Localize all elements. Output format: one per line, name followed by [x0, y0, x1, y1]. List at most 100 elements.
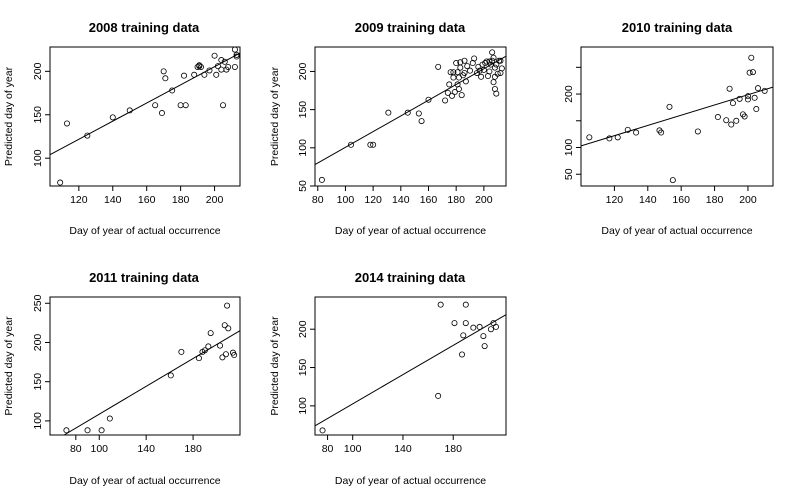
- data-point: [746, 69, 753, 76]
- data-point: [218, 57, 225, 64]
- chart-title: 2009 training data: [355, 20, 466, 35]
- x-tick-label: 120: [70, 194, 88, 206]
- data-point: [219, 354, 226, 361]
- data-point: [461, 69, 468, 76]
- data-point: [464, 63, 471, 70]
- data-point: [476, 323, 483, 330]
- y-axis-label: Predicted day of year: [3, 66, 15, 166]
- chart-title: 2014 training data: [355, 270, 466, 285]
- data-point: [744, 96, 751, 103]
- data-point: [444, 89, 451, 96]
- plot-frame: [580, 46, 774, 187]
- data-point: [435, 63, 442, 70]
- data-point: [449, 92, 456, 99]
- data-point: [318, 176, 325, 183]
- data-point: [213, 71, 220, 78]
- chart-panel: 2009 training data 80 100 120 140 160 180 200 50…: [269, 20, 507, 237]
- y-tick-label: 250: [32, 294, 44, 312]
- data-point: [319, 427, 326, 434]
- plot-frame: [49, 296, 241, 436]
- x-axis-label: Day of year of actual occurrence: [69, 475, 220, 487]
- x-tick-label: 160: [672, 194, 690, 206]
- data-point: [461, 57, 468, 64]
- chart-panel: 2010 training data 120 140 160 180 200 50 100 20…: [563, 20, 774, 237]
- x-tick-label: 140: [104, 194, 122, 206]
- data-point: [231, 46, 238, 53]
- x-axis-label: Day of year of actual occurrence: [335, 475, 486, 487]
- data-point: [451, 320, 458, 327]
- data-point: [493, 90, 500, 97]
- data-point: [435, 392, 442, 399]
- data-point: [666, 103, 673, 110]
- y-tick-label: 200: [297, 63, 309, 81]
- data-point: [233, 53, 240, 60]
- data-point: [480, 66, 487, 73]
- data-point: [694, 128, 701, 135]
- x-tick-label: 180: [444, 443, 462, 455]
- data-point: [418, 118, 425, 125]
- data-point: [404, 109, 411, 116]
- plot-frame: [49, 46, 241, 187]
- data-point: [480, 333, 487, 340]
- data-point: [486, 68, 493, 75]
- data-point: [454, 69, 461, 76]
- data-point: [220, 102, 227, 109]
- data-point: [109, 114, 116, 121]
- data-point: [462, 78, 469, 85]
- x-tick-label: 200: [206, 194, 224, 206]
- data-point: [481, 343, 488, 350]
- data-point: [126, 107, 133, 114]
- x-tick-label: 100: [337, 194, 355, 206]
- y-tick-label: 200: [32, 62, 44, 80]
- data-point: [367, 141, 374, 148]
- x-tick-label: 180: [184, 443, 202, 455]
- data-point: [741, 113, 748, 120]
- data-point: [231, 63, 238, 70]
- x-tick-label: 180: [706, 194, 724, 206]
- data-point: [714, 114, 721, 121]
- data-point: [207, 330, 214, 337]
- data-point: [347, 141, 354, 148]
- x-axis-label: Day of year of actual occurrence: [601, 225, 752, 237]
- x-tick-label: 80: [322, 443, 334, 455]
- data-point: [442, 97, 449, 104]
- chart-panel: 2011 training data 80 100 140 180 100 150 200 25…: [3, 270, 241, 487]
- data-point: [222, 351, 229, 358]
- data-point: [494, 70, 501, 77]
- data-point: [491, 64, 498, 71]
- y-tick-label: 150: [32, 106, 44, 124]
- regression-line: [315, 55, 506, 166]
- data-point: [162, 75, 169, 82]
- x-axis-label: Day of year of actual occurrence: [69, 225, 220, 237]
- data-point: [98, 427, 105, 434]
- data-point: [231, 352, 238, 359]
- data-point: [455, 86, 462, 93]
- data-point: [483, 58, 490, 65]
- data-point: [201, 347, 208, 354]
- data-point: [490, 79, 497, 86]
- data-point: [749, 69, 756, 76]
- data-point: [726, 85, 733, 92]
- data-point: [196, 62, 203, 69]
- y-tick-label: 150: [297, 359, 309, 377]
- data-point: [457, 59, 464, 66]
- data-point: [493, 61, 500, 68]
- data-point: [437, 301, 444, 308]
- data-point: [225, 325, 232, 332]
- data-point: [233, 51, 240, 58]
- data-point: [177, 102, 184, 109]
- data-point: [478, 73, 485, 80]
- data-point: [57, 179, 64, 186]
- y-tick-label: 100: [297, 139, 309, 157]
- data-point: [211, 52, 218, 59]
- data-point: [489, 49, 496, 56]
- data-point: [450, 69, 457, 76]
- data-point: [489, 57, 496, 64]
- data-point: [492, 323, 499, 330]
- data-point: [446, 81, 453, 88]
- y-tick-label: 100: [32, 149, 44, 167]
- data-point: [385, 109, 392, 116]
- data-point: [490, 54, 497, 61]
- y-tick-label: 50: [563, 168, 575, 180]
